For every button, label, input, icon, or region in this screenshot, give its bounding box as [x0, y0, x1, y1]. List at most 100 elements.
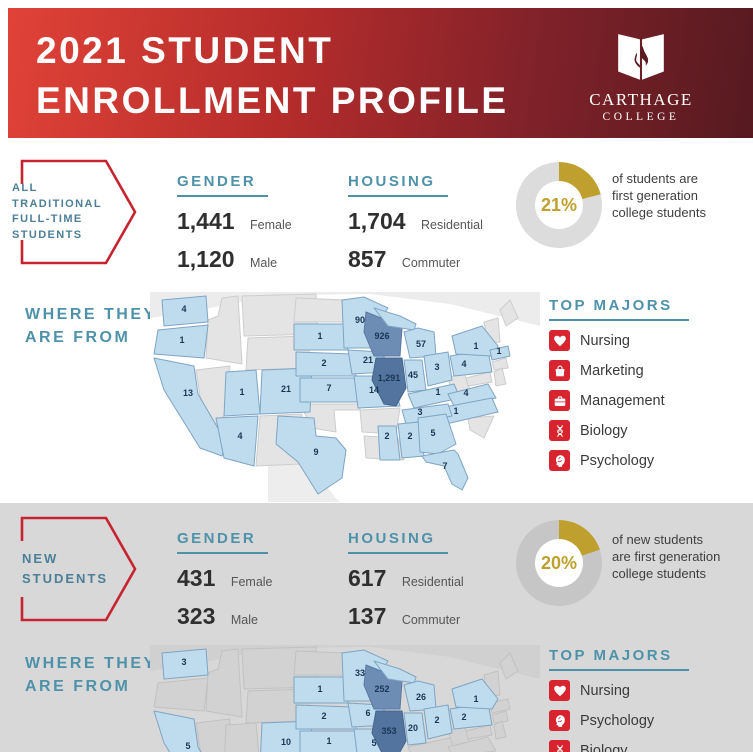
donut-caption: of new students are first generation col… [612, 532, 721, 581]
top-majors: TOP MAJORS Nursing Psychology [549, 647, 689, 752]
state-tx [275, 415, 347, 495]
logo-text-college: COLLEGE [602, 111, 680, 123]
state-id [205, 648, 243, 718]
state-value-co: 10 [281, 737, 291, 747]
state-me [499, 299, 519, 327]
state-value-il: 353 [381, 726, 396, 736]
state-value-tn: 3 [417, 407, 422, 417]
logo-text-carthage: CARTHAGE [589, 90, 693, 109]
top-majors: TOP MAJORS Nursing Marketing [549, 297, 689, 471]
state-value-co: 21 [281, 384, 291, 394]
major-label: Nursing [580, 682, 630, 699]
state-value-ia: 6 [365, 708, 370, 718]
state-value-ms: 2 [384, 431, 389, 441]
state-sc [467, 415, 495, 439]
state-value-mn: 90 [355, 315, 365, 325]
state-id [205, 295, 243, 365]
state-ut [224, 722, 260, 752]
major-item: Management [549, 390, 689, 411]
briefcase-icon [549, 390, 570, 411]
major-item: Biology [549, 420, 689, 441]
housing-stats: HOUSING 617 Residential 137 Commuter [348, 530, 464, 630]
bag-icon [549, 360, 570, 381]
heart-icon [549, 330, 570, 351]
state-il [371, 357, 407, 407]
top-majors-list: Nursing Psychology Biology [549, 680, 689, 752]
dna-icon [549, 420, 570, 441]
state-value-il: 1,291 [378, 373, 401, 383]
state-ca [153, 710, 202, 752]
carthage-logo: CARTHAGE COLLEGE [571, 30, 711, 123]
state-nd [293, 650, 347, 676]
state-value-mn: 33 [355, 668, 365, 678]
housing-stats: HOUSING 1,704 Residential 857 Commuter [348, 173, 483, 273]
commuter-count: 137 [348, 603, 387, 629]
state-ny [451, 678, 499, 710]
state-value-sd: 1 [317, 684, 322, 694]
state-value-ky: 1 [435, 387, 440, 397]
state-ma [489, 345, 511, 361]
state-value-ks: 7 [326, 383, 331, 393]
state-value-wa: 3 [181, 657, 186, 667]
donut-percent-label: 21% [540, 194, 578, 215]
stat-row: 617 Residential [348, 565, 464, 592]
state-value-ne: 2 [321, 711, 326, 721]
residential-count: 1,704 [348, 208, 406, 234]
state-value-ma: 1 [496, 346, 501, 356]
state-value-ca: 13 [183, 388, 193, 398]
major-item: Psychology [549, 450, 689, 471]
state-value-in: 45 [408, 370, 418, 380]
major-item: Biology [549, 740, 689, 752]
page-title: 2021 STUDENT ENROLLMENT PROFILE [36, 30, 509, 121]
female-label: Female [250, 218, 292, 232]
commuter-count: 857 [348, 246, 387, 272]
state-mi [403, 680, 437, 712]
major-item: Nursing [549, 330, 689, 351]
state-in [403, 712, 427, 746]
header-banner: 2021 STUDENT ENROLLMENT PROFILE CARTHAGE… [8, 8, 753, 138]
state-va [447, 383, 497, 407]
gender-heading: GENDER [177, 530, 269, 554]
state-value-al: 2 [407, 431, 412, 441]
commuter-label: Commuter [401, 613, 461, 627]
section-arrow-outline [20, 516, 137, 622]
male-label: Male [250, 256, 278, 270]
open-book-flame-icon [618, 34, 664, 80]
state-fl [421, 449, 469, 491]
stat-row: 137 Commuter [348, 603, 464, 630]
residential-label: Residential [401, 575, 464, 589]
stat-row: 857 Commuter [348, 246, 483, 273]
state-value-ny: 1 [473, 341, 478, 351]
state-nj [493, 720, 507, 740]
top-majors-heading: TOP MAJORS [549, 647, 689, 671]
commuter-label: Commuter [401, 256, 461, 270]
male-count: 323 [177, 603, 216, 629]
state-value-pa: 2 [461, 712, 466, 722]
female-count: 1,441 [177, 208, 235, 234]
major-label: Nursing [580, 332, 630, 349]
state-value-mo: 5 [371, 738, 376, 748]
map-title: WHERE THEY ARE FROM [25, 655, 157, 695]
top-majors-heading: TOP MAJORS [549, 297, 689, 321]
state-value-nc: 1 [453, 406, 458, 416]
state-value-va: 4 [463, 388, 468, 398]
stat-row: 1,704 Residential [348, 208, 483, 235]
state-mi_up [373, 660, 417, 684]
state-value-in: 20 [408, 723, 418, 733]
first-gen-donut-chart: 21% [516, 162, 602, 248]
state-ms [377, 425, 401, 461]
state-value-ny: 1 [473, 694, 478, 704]
major-label: Marketing [580, 362, 644, 379]
gender-stats: GENDER 1,441 Female 1,120 Male [177, 173, 292, 273]
state-value-wi: 252 [374, 684, 389, 694]
state-md [465, 724, 493, 740]
state-il [371, 710, 407, 752]
state-value-wa: 4 [181, 304, 186, 314]
housing-heading: HOUSING [348, 173, 448, 197]
state-oh [423, 351, 453, 387]
state-md [465, 371, 493, 387]
gender-heading: GENDER [177, 173, 269, 197]
state-ga [417, 413, 457, 455]
